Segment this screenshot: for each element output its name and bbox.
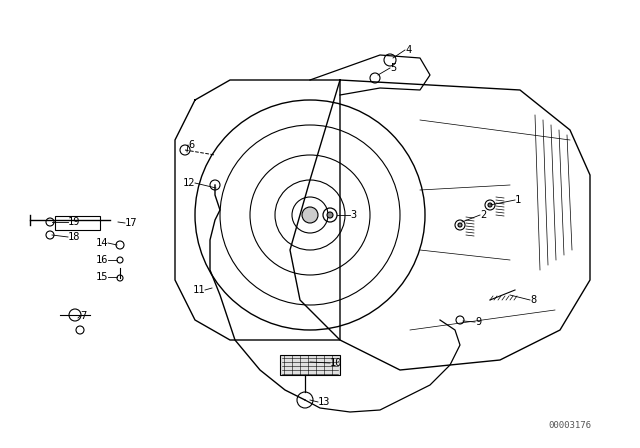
Text: 12: 12: [182, 178, 195, 188]
Text: 9: 9: [475, 317, 481, 327]
Circle shape: [458, 223, 462, 227]
Text: 2: 2: [480, 210, 486, 220]
Text: 13: 13: [318, 397, 330, 407]
Text: 14: 14: [95, 238, 108, 248]
Circle shape: [302, 207, 318, 223]
Text: 6: 6: [188, 140, 195, 150]
Text: 4: 4: [405, 45, 412, 55]
Text: 1: 1: [515, 195, 521, 205]
FancyBboxPatch shape: [55, 216, 100, 230]
Text: 00003176: 00003176: [548, 421, 591, 430]
Text: 3: 3: [350, 210, 356, 220]
Text: 5: 5: [390, 63, 396, 73]
Text: 8: 8: [530, 295, 536, 305]
Text: 19: 19: [68, 217, 81, 227]
Text: 16: 16: [95, 255, 108, 265]
Polygon shape: [280, 355, 340, 375]
Circle shape: [488, 203, 492, 207]
Text: 15: 15: [95, 272, 108, 282]
Circle shape: [327, 212, 333, 218]
Text: 18: 18: [68, 232, 81, 242]
Text: 17: 17: [125, 218, 138, 228]
Text: 11: 11: [193, 285, 205, 295]
Text: 7: 7: [80, 311, 86, 321]
Text: 10: 10: [330, 358, 342, 368]
